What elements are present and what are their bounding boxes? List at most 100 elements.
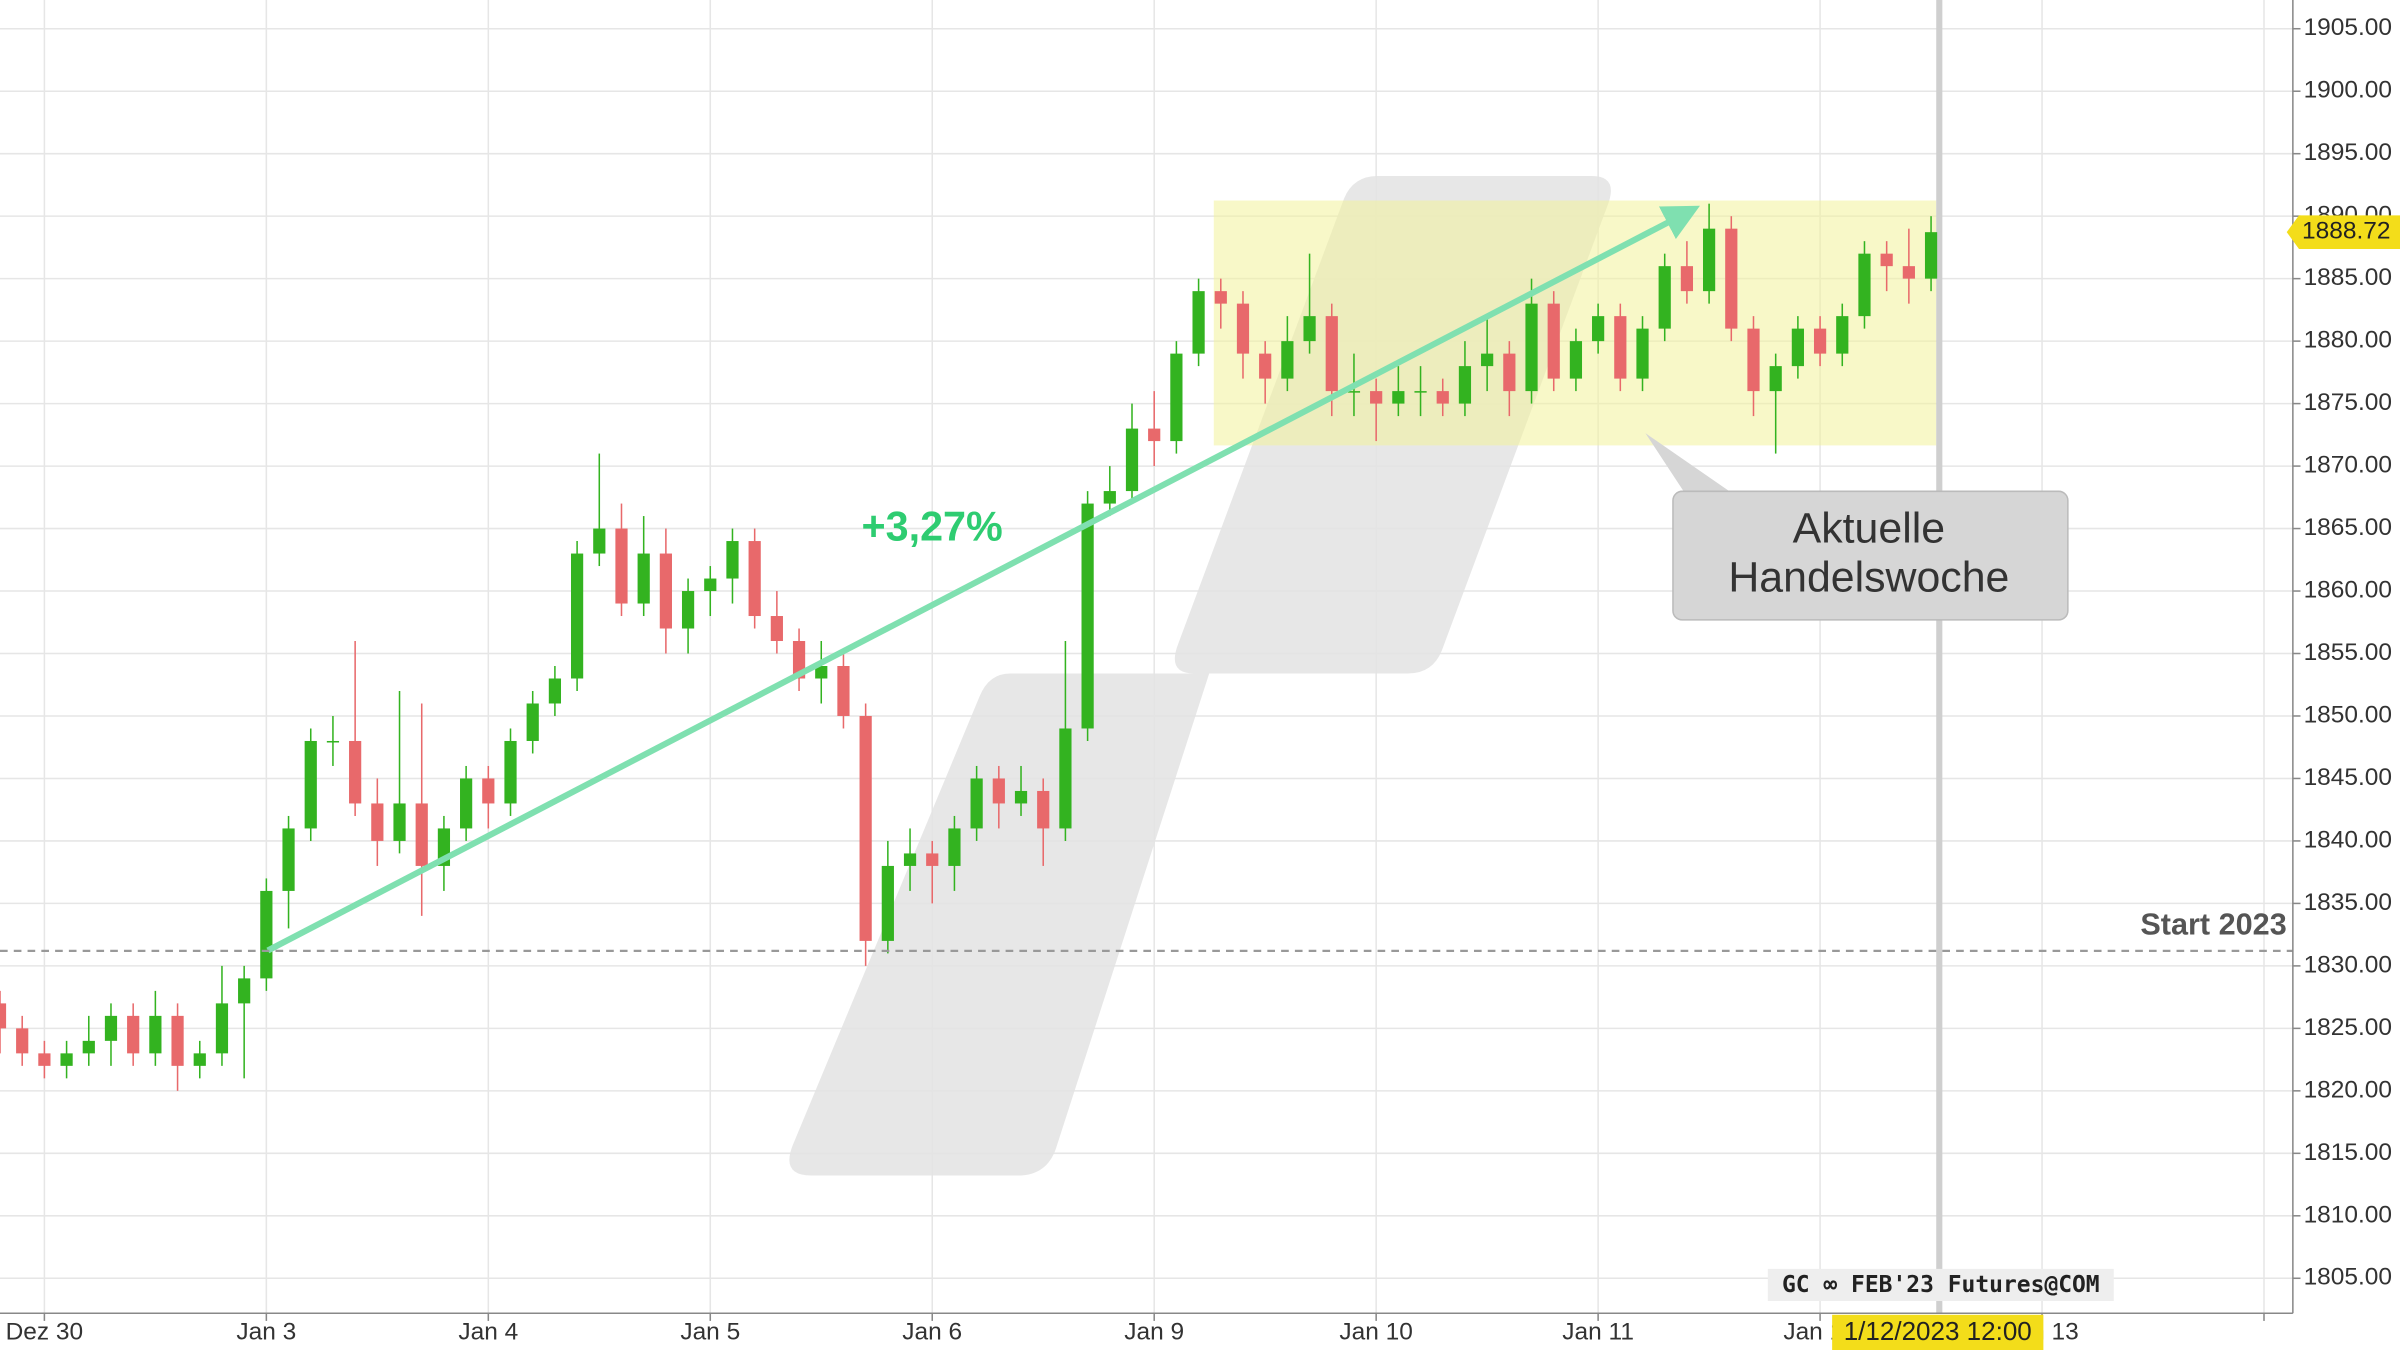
x-tick-label: Jan 6 (902, 1319, 962, 1346)
y-tick-label: 1815.00 (2304, 1139, 2392, 1166)
candle-body (1858, 253, 1871, 317)
candle-body (570, 553, 584, 679)
watermark (789, 673, 1210, 1176)
candle-body (1481, 353, 1494, 367)
candle-body (460, 778, 473, 829)
candle-body (1525, 303, 1538, 392)
candle-body (548, 678, 562, 704)
candle-body (0, 1003, 7, 1029)
candle-body (659, 553, 672, 629)
candle-body (1769, 366, 1782, 392)
candle-body (1614, 316, 1627, 379)
candle-body (1702, 228, 1716, 292)
y-tick-label: 1840.00 (2304, 826, 2392, 853)
candles (0, 203, 1938, 1091)
candle-body (171, 1015, 184, 1066)
y-tick-label: 1860.00 (2304, 577, 2392, 604)
candle-body (903, 853, 917, 866)
candle-body (149, 1015, 162, 1054)
candle-body (1014, 790, 1028, 804)
trend-arrow (266, 205, 1700, 954)
candle-body (326, 740, 340, 743)
candle-body (38, 1053, 51, 1066)
candle-body (1658, 266, 1671, 329)
candle-body (371, 803, 384, 841)
y-tick-label: 1820.00 (2304, 1076, 2392, 1103)
candle-body (193, 1053, 206, 1066)
candle-body (948, 828, 961, 866)
candle-body (1414, 391, 1427, 393)
candle-body (1836, 316, 1849, 354)
candle-body (992, 778, 1005, 804)
candle-body (970, 778, 983, 829)
candle-body (859, 715, 872, 941)
candle-body (837, 666, 850, 716)
candle-body (60, 1053, 73, 1066)
y-tick-label: 1870.00 (2304, 452, 2392, 479)
candle-body (1924, 232, 1938, 279)
callout-text: Aktuelle (1793, 504, 1945, 552)
candle-body (1547, 303, 1560, 379)
candle-body (1325, 316, 1338, 392)
candle-body (815, 666, 828, 679)
y-tick-label: 1900.00 (2304, 77, 2392, 104)
x-tick-label: Jan 11 (1562, 1319, 1634, 1346)
candle-body (415, 803, 428, 866)
trend-label: +3,27% (862, 504, 1003, 550)
callout-text: Handelswoche (1728, 553, 2009, 601)
candle-body (1037, 790, 1050, 829)
y-tick-label: 1810.00 (2304, 1201, 2392, 1228)
candle-body (504, 740, 517, 804)
candle-body (1347, 391, 1361, 393)
candle-body (127, 1015, 140, 1054)
y-tick-label: 1830.00 (2304, 951, 2392, 978)
candle-body (215, 1003, 229, 1054)
crosshair-label: 1/12/2023 12:00 (1844, 1316, 2032, 1346)
candle-body (637, 553, 650, 604)
candle-body (82, 1040, 95, 1054)
candle-body (1880, 253, 1893, 267)
candle-body (615, 528, 628, 604)
candle-body (1281, 341, 1294, 379)
callout-box (1672, 490, 2069, 621)
candle-body (1259, 353, 1272, 379)
candle-body (593, 528, 606, 554)
candle-body (1902, 266, 1915, 279)
candle-body (748, 541, 761, 617)
x-tick-label: Jan 9 (1124, 1319, 1184, 1346)
y-tick-label: 1905.00 (2304, 14, 2392, 41)
candle-body (926, 853, 939, 866)
candle-body (1458, 366, 1472, 404)
candle-body (1436, 391, 1449, 404)
candle-body (1503, 353, 1516, 392)
candle-body (1680, 266, 1694, 292)
candle-body (1148, 428, 1161, 442)
candle-body (1747, 328, 1760, 392)
candle-body (1392, 391, 1405, 404)
x-tick-label: Dez 30 (6, 1319, 84, 1346)
x-tick-label: Jan 4 (458, 1319, 518, 1346)
candle-body (1236, 303, 1250, 354)
candle-body (681, 591, 695, 629)
start-label: Start 2023 (2140, 908, 2286, 942)
candle-body (1081, 503, 1094, 729)
candle-body (1103, 491, 1116, 504)
candle-body (1214, 291, 1227, 304)
candle-body (1813, 328, 1827, 354)
candle-body (393, 803, 406, 841)
x-tick-label: Jan 5 (680, 1319, 740, 1346)
y-tick-label: 1805.00 (2304, 1264, 2392, 1291)
candle-body (304, 740, 317, 829)
x-tick-label: Jan 10 (1339, 1319, 1412, 1346)
x-tick-label: Jan 3 (236, 1319, 296, 1346)
candle-body (1303, 316, 1316, 342)
highlight-box (1213, 200, 1937, 446)
y-tick-label: 1845.00 (2304, 764, 2392, 791)
candle-body (1636, 328, 1649, 379)
callout-pointer (1645, 433, 1730, 492)
candle-body (1569, 341, 1583, 379)
candle-body (726, 541, 739, 579)
y-tick-label: 1835.00 (2304, 889, 2392, 916)
candle-body (526, 703, 539, 741)
candle-body (238, 978, 251, 1004)
